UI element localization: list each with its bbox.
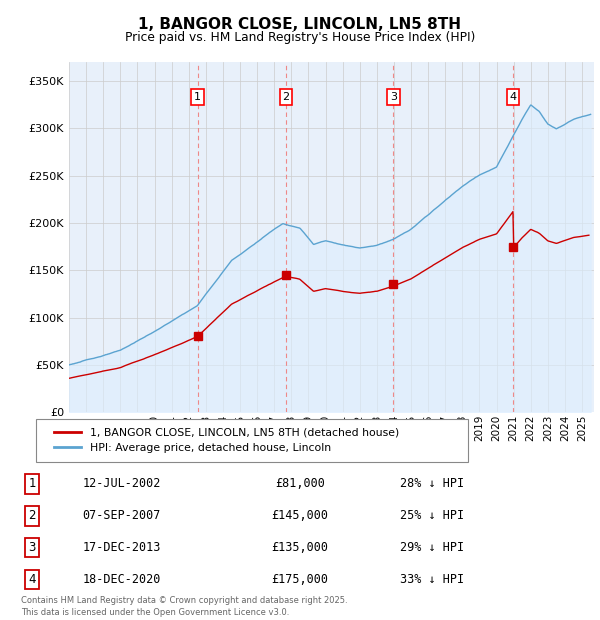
Text: Price paid vs. HM Land Registry's House Price Index (HPI): Price paid vs. HM Land Registry's House … bbox=[125, 31, 475, 44]
Text: 18-DEC-2020: 18-DEC-2020 bbox=[82, 573, 161, 586]
Text: 28% ↓ HPI: 28% ↓ HPI bbox=[400, 477, 464, 490]
Text: £135,000: £135,000 bbox=[271, 541, 329, 554]
Text: Contains HM Land Registry data © Crown copyright and database right 2025.
This d: Contains HM Land Registry data © Crown c… bbox=[21, 596, 347, 617]
Text: 3: 3 bbox=[390, 92, 397, 102]
Text: 2: 2 bbox=[282, 92, 289, 102]
Text: 29% ↓ HPI: 29% ↓ HPI bbox=[400, 541, 464, 554]
Text: 3: 3 bbox=[28, 541, 36, 554]
Text: 1: 1 bbox=[28, 477, 36, 490]
Text: 17-DEC-2013: 17-DEC-2013 bbox=[82, 541, 161, 554]
Text: 4: 4 bbox=[509, 92, 517, 102]
Text: £175,000: £175,000 bbox=[271, 573, 329, 586]
Text: 4: 4 bbox=[28, 573, 36, 586]
Text: £81,000: £81,000 bbox=[275, 477, 325, 490]
Text: 2: 2 bbox=[28, 509, 36, 522]
Legend: 1, BANGOR CLOSE, LINCOLN, LN5 8TH (detached house), HPI: Average price, detached: 1, BANGOR CLOSE, LINCOLN, LN5 8TH (detac… bbox=[50, 423, 404, 457]
Text: 33% ↓ HPI: 33% ↓ HPI bbox=[400, 573, 464, 586]
Text: 07-SEP-2007: 07-SEP-2007 bbox=[82, 509, 161, 522]
Text: 12-JUL-2002: 12-JUL-2002 bbox=[82, 477, 161, 490]
Text: 1: 1 bbox=[194, 92, 201, 102]
Text: 1, BANGOR CLOSE, LINCOLN, LN5 8TH: 1, BANGOR CLOSE, LINCOLN, LN5 8TH bbox=[139, 17, 461, 32]
Text: 25% ↓ HPI: 25% ↓ HPI bbox=[400, 509, 464, 522]
Text: £145,000: £145,000 bbox=[271, 509, 329, 522]
